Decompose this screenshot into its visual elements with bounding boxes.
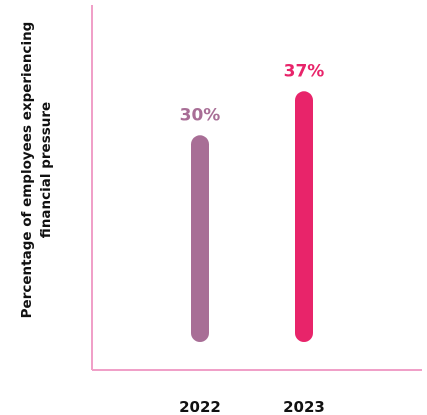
y-axis-label: Percentage of employees experiencing fin… [19, 22, 54, 319]
y-axis-label-line-2: financial pressure [38, 102, 54, 238]
y-axis-label-line-1: Percentage of employees experiencing [19, 22, 35, 319]
x-tick-labels: 2022 2023 [179, 398, 325, 415]
bars [200, 100, 304, 333]
data-label-2023: 37% [284, 61, 325, 81]
data-label-2022: 30% [180, 105, 221, 125]
x-tick-label-2022: 2022 [179, 398, 221, 415]
x-tick-label-2023: 2023 [283, 398, 325, 415]
